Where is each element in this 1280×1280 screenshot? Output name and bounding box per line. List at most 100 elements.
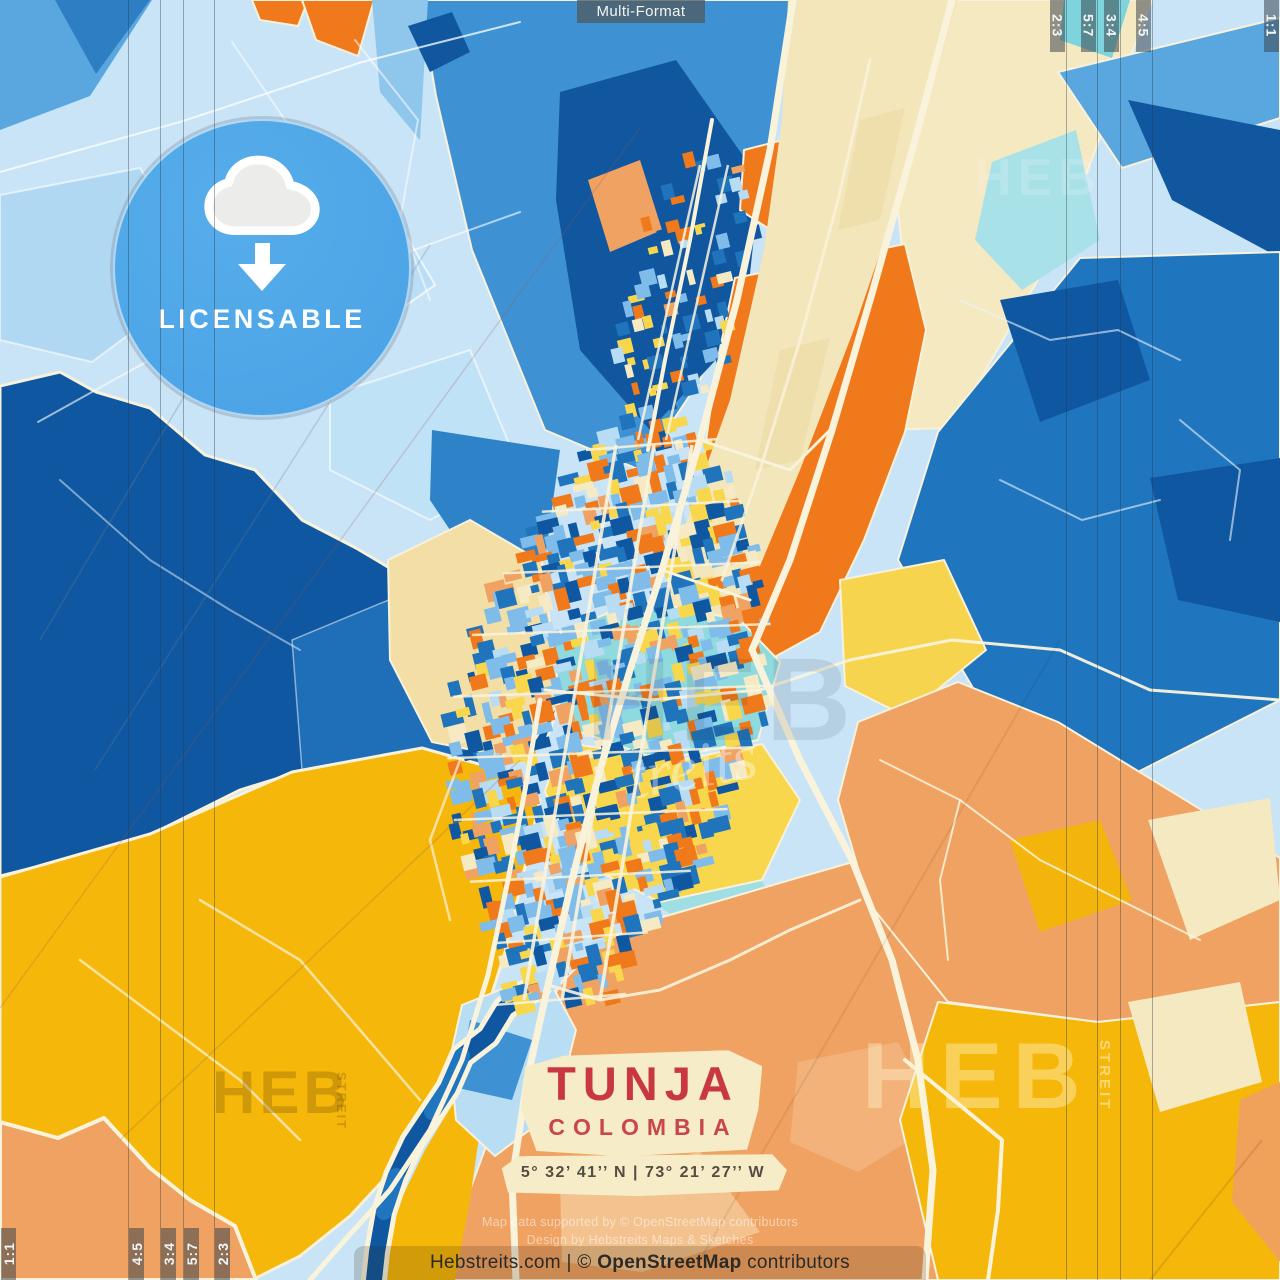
city-block	[671, 332, 684, 350]
city-block	[464, 729, 484, 754]
city-block	[570, 720, 583, 742]
city-block	[644, 507, 660, 518]
city-block	[574, 942, 584, 952]
city-block	[667, 742, 686, 766]
city-block	[584, 658, 599, 682]
city-block	[447, 680, 462, 697]
city-block	[626, 356, 636, 367]
city-block	[658, 502, 674, 526]
city-block	[568, 548, 587, 563]
city-block	[666, 768, 685, 780]
city-block	[736, 728, 753, 750]
city-block	[711, 248, 727, 266]
city-block	[695, 843, 708, 856]
city-block	[747, 543, 761, 554]
footer-attribution: Hebstreits.com | © OpenStreetMap contrib…	[354, 1246, 926, 1280]
city-block	[507, 914, 527, 934]
city-block	[614, 773, 635, 789]
city-block	[468, 673, 489, 692]
city-block	[618, 412, 637, 431]
city-block	[448, 822, 463, 841]
city-block	[637, 875, 649, 892]
city-block	[499, 825, 520, 838]
city-block	[704, 308, 714, 323]
city-block	[647, 489, 670, 507]
city-block	[538, 613, 549, 625]
country-subtitle: COLOMBIA	[548, 1114, 738, 1140]
city-block	[654, 759, 668, 775]
city-street	[493, 992, 627, 1007]
city-street	[492, 931, 648, 945]
city-block	[758, 711, 769, 728]
city-block	[700, 638, 714, 652]
city-block	[538, 572, 555, 593]
crop-guide-line	[128, 0, 129, 1280]
ratio-label: 4:5	[1135, 14, 1152, 38]
city-block	[493, 741, 507, 755]
city-block	[449, 785, 474, 806]
city-block	[625, 605, 645, 621]
city-block	[518, 594, 531, 605]
city-block	[650, 775, 672, 788]
city-block	[704, 770, 719, 791]
city-block	[532, 945, 548, 967]
city-block	[670, 194, 686, 206]
city-block	[557, 835, 568, 848]
city-block	[647, 245, 659, 255]
city-block	[530, 584, 540, 594]
city-block	[689, 788, 701, 806]
city-block	[661, 435, 673, 448]
city-block	[471, 787, 487, 809]
city-block	[564, 579, 582, 603]
city-block	[577, 961, 600, 983]
ratio-bar-5-7-bottom: 5:7	[184, 1228, 200, 1280]
city-block	[576, 449, 593, 462]
city-block	[514, 902, 530, 927]
city-block	[481, 701, 494, 724]
crop-guide-line	[1066, 0, 1067, 1280]
city-block	[746, 583, 761, 608]
city-block	[555, 802, 574, 825]
city-block	[671, 872, 694, 893]
city-block	[704, 329, 722, 348]
city-block	[644, 717, 664, 739]
city-block	[584, 943, 603, 968]
city-block	[569, 955, 592, 970]
city-block	[674, 708, 689, 725]
city-block	[690, 726, 717, 751]
city-block	[455, 706, 471, 719]
city-block	[525, 656, 546, 670]
city-block	[556, 564, 569, 585]
city-block	[448, 741, 463, 757]
city-block	[716, 301, 730, 319]
city-block	[529, 633, 546, 647]
footer-prefix: Hebstreits.com | ©	[430, 1252, 598, 1273]
city-block	[624, 363, 635, 379]
city-block	[527, 676, 546, 698]
city-block	[699, 384, 710, 394]
city-block	[656, 227, 671, 238]
city-block	[639, 916, 662, 933]
city-street	[585, 437, 719, 452]
city-block	[590, 519, 601, 531]
crop-guide-line	[1097, 0, 1098, 1280]
city-block	[615, 546, 628, 563]
city-block	[447, 723, 470, 746]
city-block	[510, 701, 525, 720]
city-street	[502, 561, 761, 575]
city-street	[472, 622, 771, 637]
city-block	[535, 761, 550, 782]
city-block	[666, 621, 682, 641]
city-block	[730, 164, 746, 175]
city-block	[601, 848, 616, 865]
ratio-label: 1:1	[1263, 14, 1280, 38]
attribution-soft-line1: Map data supported by © OpenStreetMap co…	[481, 1215, 799, 1229]
city-block	[724, 699, 743, 722]
ratio-bar-1-1-bottom: 1:1	[1, 1228, 17, 1280]
city-block	[658, 784, 683, 807]
ratio-label: 2:3	[1049, 14, 1066, 38]
city-block	[609, 515, 635, 537]
city-block	[485, 900, 502, 922]
city-block	[702, 465, 724, 485]
